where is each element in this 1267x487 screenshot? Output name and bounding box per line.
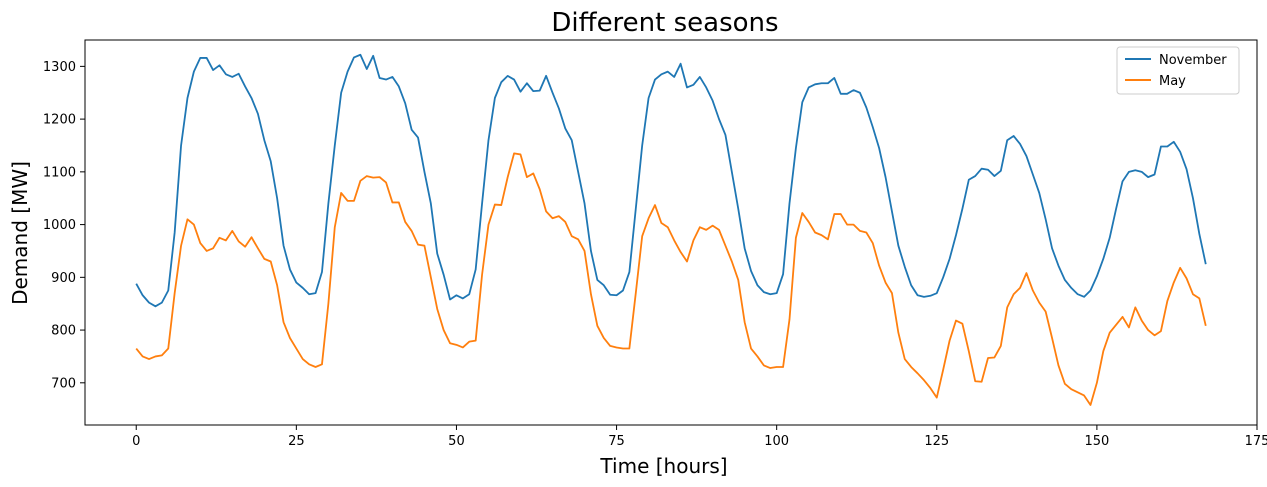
y-tick-label: 800: [51, 324, 76, 339]
y-tick-label: 1300: [43, 60, 76, 75]
y-axis: 700 800 900 1000 1100 1200 1300: [43, 60, 85, 391]
series-line-november: [135, 53, 1207, 308]
y-tick-label: 700: [51, 376, 76, 391]
series-line-may: [135, 152, 1207, 406]
x-axis: 0 25 50 75 100 125 150 175: [132, 425, 1267, 449]
x-axis-label: Time [hours]: [599, 454, 727, 478]
x-tick-label: 25: [288, 434, 305, 449]
y-tick-label: 900: [51, 271, 76, 286]
legend-label: May: [1159, 74, 1186, 89]
x-tick-label: 75: [608, 434, 625, 449]
y-axis-label: Demand [MW]: [8, 161, 32, 305]
x-tick-label: 0: [132, 434, 140, 449]
y-tick-label: 1000: [43, 218, 76, 233]
x-tick-label: 50: [448, 434, 465, 449]
series-layer: [135, 53, 1207, 406]
plot-frame: [84, 39, 1258, 426]
y-tick-label: 1100: [43, 165, 76, 180]
legend: November May: [1116, 46, 1240, 95]
x-tick-label: 125: [924, 434, 949, 449]
y-tick-label: 1200: [43, 113, 76, 128]
x-tick-label: 175: [1245, 434, 1267, 449]
legend-label: November: [1159, 53, 1227, 68]
chart-title: Different seasons: [551, 8, 778, 38]
x-tick-label: 100: [764, 434, 789, 449]
x-tick-label: 150: [1084, 434, 1109, 449]
